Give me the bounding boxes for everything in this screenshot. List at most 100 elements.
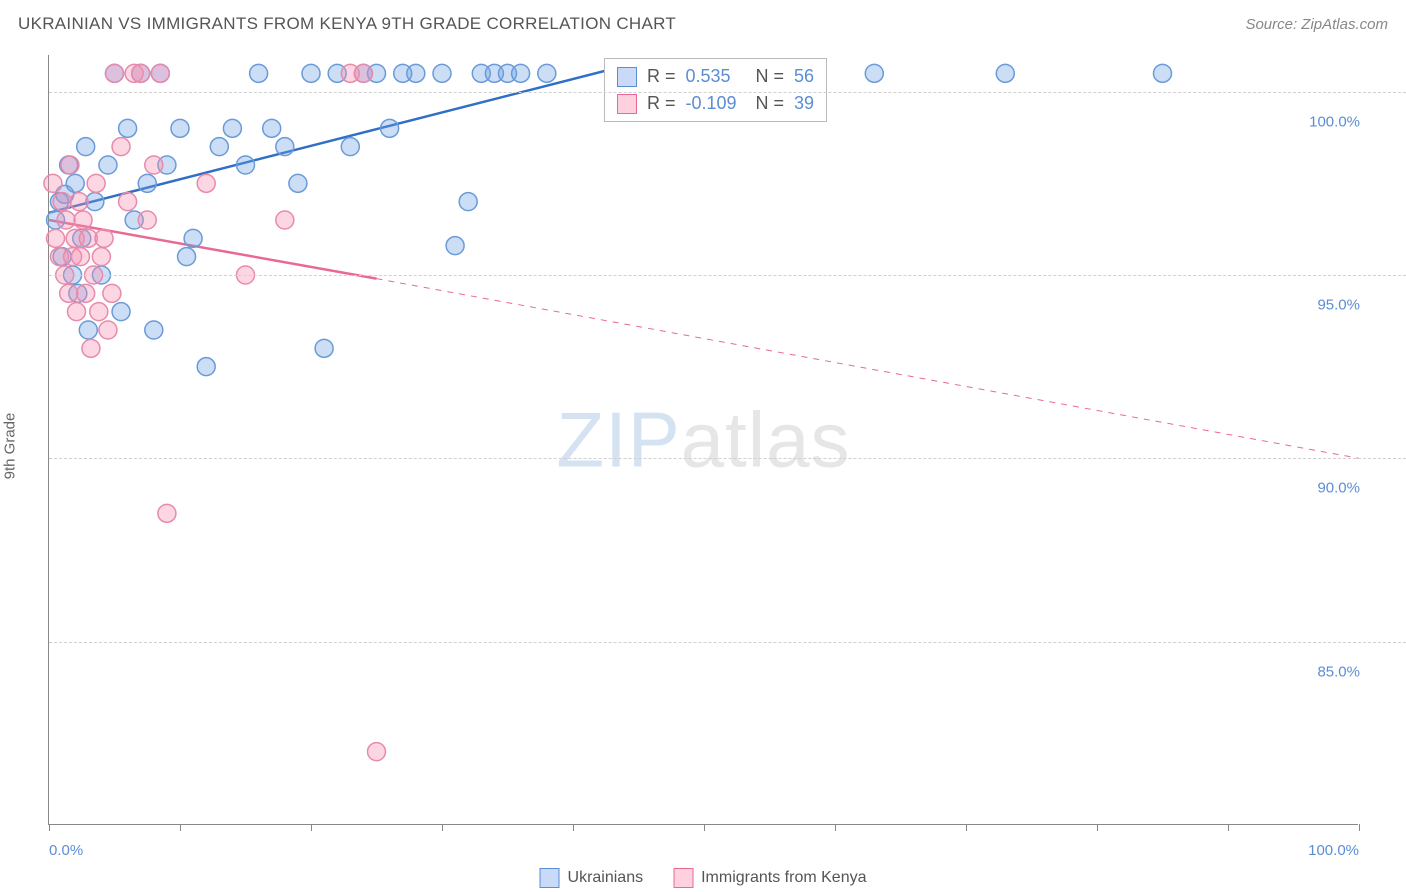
data-point [145, 156, 163, 174]
swatch-icon [617, 67, 637, 87]
y-axis-label: 9th Grade [2, 413, 19, 480]
data-point [77, 284, 95, 302]
data-point [60, 284, 78, 302]
trend-line [49, 62, 639, 212]
n-value: 39 [794, 93, 814, 114]
x-tick-label: 100.0% [1308, 842, 1359, 859]
gridline [49, 642, 1406, 643]
data-point [302, 64, 320, 82]
x-tick [1359, 824, 1360, 831]
data-point [47, 229, 65, 247]
x-tick [1097, 824, 1098, 831]
data-point [71, 248, 89, 266]
data-point [210, 138, 228, 156]
x-tick [311, 824, 312, 831]
legend: Ukrainians Immigrants from Kenya [540, 868, 867, 888]
source-attribution: Source: ZipAtlas.com [1245, 16, 1388, 33]
data-point [341, 138, 359, 156]
data-point [223, 119, 241, 137]
data-point [68, 303, 86, 321]
data-point [44, 174, 62, 192]
chart-svg [49, 55, 1358, 824]
legend-label: Ukrainians [568, 869, 644, 887]
data-point [197, 358, 215, 376]
data-point [138, 211, 156, 229]
x-tick [704, 824, 705, 831]
data-point [77, 138, 95, 156]
data-point [250, 64, 268, 82]
y-tick-label: 85.0% [1317, 663, 1360, 680]
r-value: 0.535 [686, 66, 746, 87]
x-tick [966, 824, 967, 831]
correlation-stat-box: R = 0.535 N = 56 R = -0.109 N = 39 [604, 58, 827, 122]
data-point [82, 339, 100, 357]
x-tick [835, 824, 836, 831]
swatch-icon [540, 868, 560, 888]
data-point [66, 174, 84, 192]
data-point [79, 321, 97, 339]
legend-label: Immigrants from Kenya [701, 869, 866, 887]
data-point [119, 119, 137, 137]
data-point [184, 229, 202, 247]
gridline [49, 275, 1406, 276]
data-point [99, 321, 117, 339]
data-point [1154, 64, 1172, 82]
data-point [446, 237, 464, 255]
legend-item-kenya: Immigrants from Kenya [673, 868, 866, 888]
x-tick [573, 824, 574, 831]
data-point [538, 64, 556, 82]
data-point [276, 211, 294, 229]
data-point [53, 193, 71, 211]
y-tick-label: 95.0% [1317, 297, 1360, 314]
data-point [103, 284, 121, 302]
data-point [276, 138, 294, 156]
data-point [57, 211, 75, 229]
r-label: R = [647, 93, 676, 114]
x-tick [180, 824, 181, 831]
gridline [49, 458, 1406, 459]
stat-row: R =0.535N =56 [613, 63, 818, 90]
data-point [263, 119, 281, 137]
data-point [87, 174, 105, 192]
data-point [178, 248, 196, 266]
data-point [145, 321, 163, 339]
stat-row: R = -0.109 N = 39 [613, 90, 818, 117]
data-point [132, 64, 150, 82]
data-point [433, 64, 451, 82]
trend-line-extrapolated [377, 279, 1360, 459]
r-label: R = [647, 66, 676, 87]
data-point [865, 64, 883, 82]
swatch-icon [673, 868, 693, 888]
data-point [237, 156, 255, 174]
n-value: 56 [794, 66, 814, 87]
data-point [138, 174, 156, 192]
data-point [158, 504, 176, 522]
data-point [112, 138, 130, 156]
data-point [354, 64, 372, 82]
data-point [996, 64, 1014, 82]
data-point [90, 303, 108, 321]
data-point [197, 174, 215, 192]
data-point [92, 248, 110, 266]
data-point [106, 64, 124, 82]
data-point [151, 64, 169, 82]
data-point [407, 64, 425, 82]
data-point [459, 193, 477, 211]
data-point [112, 303, 130, 321]
y-tick-label: 90.0% [1317, 480, 1360, 497]
x-tick [49, 824, 50, 831]
data-point [315, 339, 333, 357]
legend-item-ukrainians: Ukrainians [540, 868, 644, 888]
x-tick-label: 0.0% [49, 842, 83, 859]
x-tick [442, 824, 443, 831]
n-label: N = [756, 93, 785, 114]
data-point [95, 229, 113, 247]
data-point [289, 174, 307, 192]
data-point [381, 119, 399, 137]
data-point [74, 211, 92, 229]
data-point [171, 119, 189, 137]
data-point [368, 743, 386, 761]
r-value: -0.109 [686, 93, 746, 114]
y-tick-label: 100.0% [1309, 113, 1360, 130]
chart-title: UKRAINIAN VS IMMIGRANTS FROM KENYA 9TH G… [18, 14, 676, 34]
